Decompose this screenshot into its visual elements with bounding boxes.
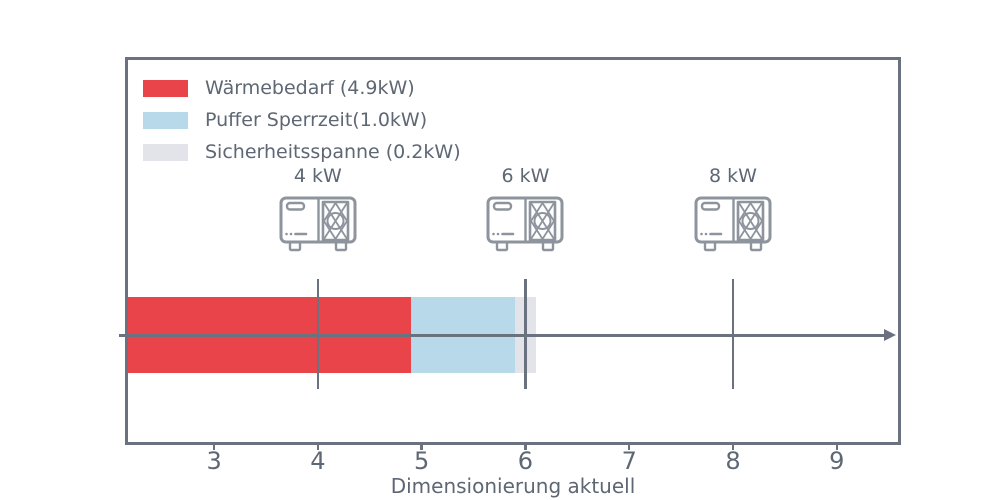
legend: Wärmebedarf (4.9kW) Puffer Sperrzeit(1.0k… bbox=[143, 77, 461, 163]
heat-pump-icon bbox=[694, 196, 772, 252]
heat-pump-icon bbox=[279, 196, 357, 252]
marker-label-6kw: 6 kW bbox=[501, 165, 550, 187]
x-tick-mark bbox=[627, 445, 631, 450]
x-tick-mark bbox=[731, 445, 735, 450]
legend-item: Sicherheitsspanne (0.2kW) bbox=[143, 141, 461, 163]
legend-swatch bbox=[143, 111, 188, 129]
axis-arrow-line bbox=[119, 333, 884, 337]
legend-label: Sicherheitsspanne (0.2kW) bbox=[205, 141, 461, 163]
x-tick-label: 8 bbox=[725, 447, 741, 475]
marker-label-8kw: 8 kW bbox=[709, 165, 757, 187]
x-tick-mark bbox=[212, 445, 216, 450]
x-tick-mark bbox=[524, 445, 527, 450]
marker-label-4kw: 4 kW bbox=[293, 165, 342, 187]
legend-item: Wärmebedarf (4.9kW) bbox=[143, 77, 461, 99]
legend-item: Puffer Sperrzeit(1.0kW) bbox=[143, 109, 461, 131]
x-tick-mark bbox=[420, 445, 423, 450]
legend-label: Wärmebedarf (4.9kW) bbox=[205, 77, 415, 99]
x-tick-mark bbox=[835, 445, 839, 450]
heat-pump-icon-wrap-6kw bbox=[484, 194, 566, 254]
x-tick-label: 3 bbox=[206, 447, 222, 475]
heat-pump-icon-wrap-4kw bbox=[277, 194, 359, 254]
marker-line-4kw bbox=[316, 279, 320, 389]
x-tick-label: 7 bbox=[621, 447, 637, 475]
marker-line-8kw bbox=[731, 279, 735, 389]
legend-swatch bbox=[143, 143, 188, 161]
heat-pump-icon bbox=[486, 196, 564, 252]
x-tick-label: 4 bbox=[310, 447, 326, 475]
x-tick-label: 9 bbox=[829, 447, 845, 475]
x-tick-label: 6 bbox=[517, 447, 534, 475]
legend-swatch bbox=[143, 79, 188, 97]
x-axis-label: Dimensionierung aktuell bbox=[390, 474, 636, 498]
x-tick-label: 5 bbox=[414, 447, 430, 475]
arrow-right-icon bbox=[884, 329, 896, 341]
legend-label: Puffer Sperrzeit(1.0kW) bbox=[205, 109, 428, 131]
heat-pump-icon-wrap-8kw bbox=[692, 194, 774, 254]
x-tick-mark bbox=[316, 445, 320, 450]
marker-line-6kw bbox=[524, 279, 527, 389]
